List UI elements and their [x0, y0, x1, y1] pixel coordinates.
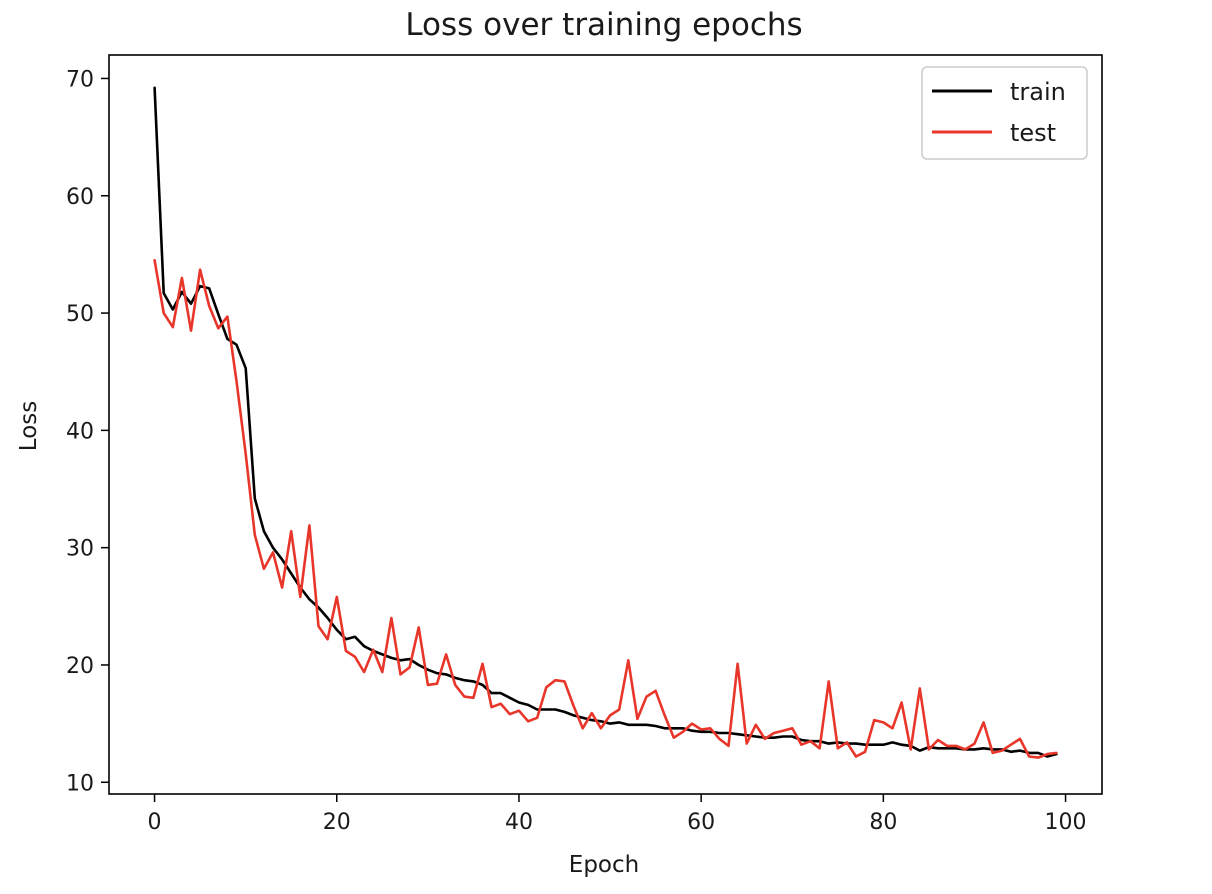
x-tick-label: 0 — [148, 810, 162, 835]
y-tick-label: 30 — [66, 537, 94, 562]
x-axis: 0 20 40 60 80 100 — [148, 794, 1087, 835]
x-tick-label: 80 — [869, 810, 897, 835]
legend-label-test: test — [1010, 119, 1056, 147]
legend: train test — [921, 66, 1088, 160]
y-tick-label: 70 — [66, 67, 94, 92]
x-tick-label: 40 — [505, 810, 533, 835]
legend-label-train: train — [1010, 78, 1066, 106]
y-axis: 10 20 30 40 50 60 70 — [66, 67, 109, 796]
y-tick-label: 60 — [66, 185, 94, 210]
x-tick-label: 60 — [687, 810, 715, 835]
y-tick-label: 10 — [66, 771, 94, 796]
y-tick-label: 20 — [66, 654, 94, 679]
chart-title: Loss over training epochs — [405, 7, 802, 43]
x-axis-label: Epoch — [569, 852, 639, 878]
plot-area — [108, 54, 1103, 795]
y-tick-label: 50 — [66, 302, 94, 327]
y-tick-label: 40 — [66, 419, 94, 444]
series-line-test — [153, 258, 1058, 759]
series-layer — [153, 86, 1058, 759]
y-axis-label: Loss — [16, 401, 42, 451]
x-tick-label: 20 — [323, 810, 351, 835]
x-tick-label: 100 — [1045, 810, 1087, 835]
